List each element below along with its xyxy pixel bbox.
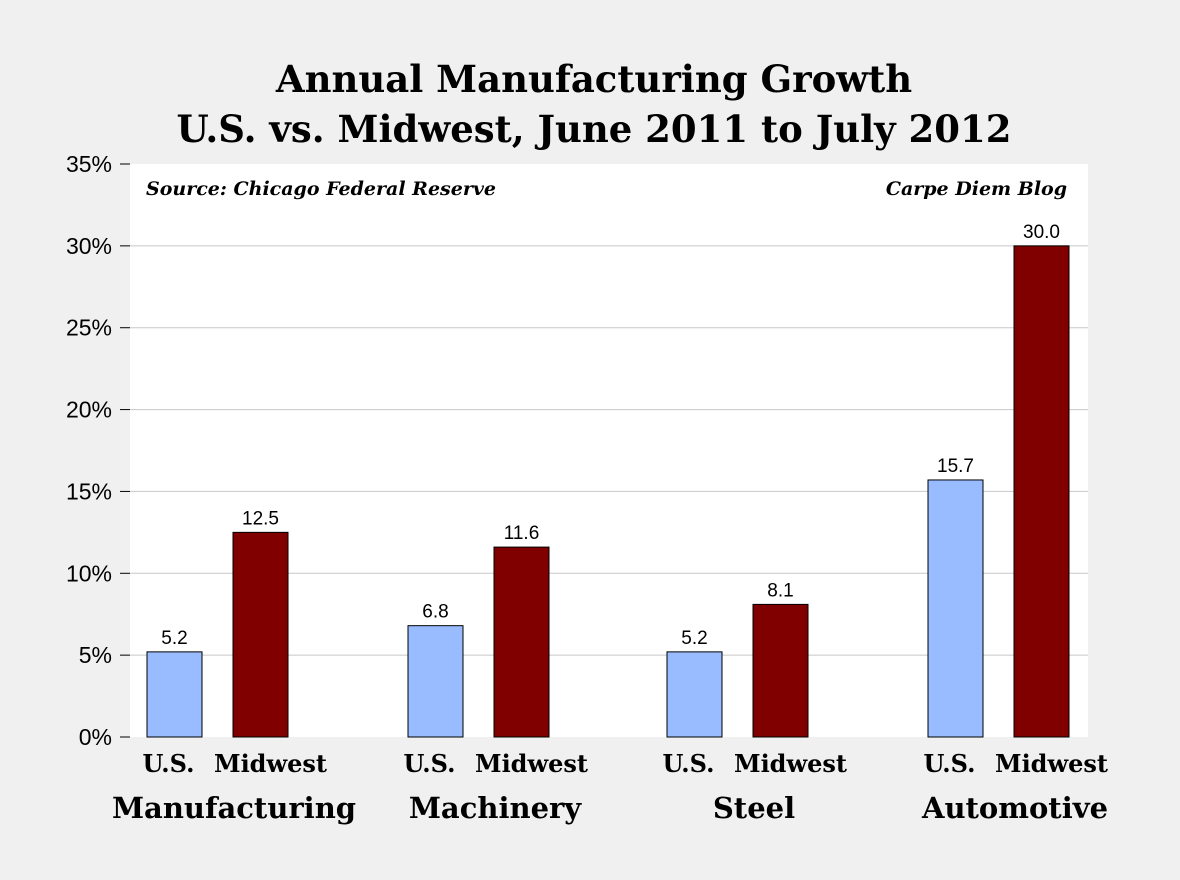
bar-us-manufacturing xyxy=(146,651,203,738)
data-label: 8.1 xyxy=(767,580,793,601)
bar-us-steel xyxy=(666,651,723,738)
y-tick-label: 20% xyxy=(66,397,112,423)
bar-midwest-steel xyxy=(752,603,809,738)
data-label: 5.2 xyxy=(681,628,707,649)
bar-midwest-manufacturing xyxy=(232,531,289,738)
series-label: Midwest xyxy=(734,749,847,778)
y-tick-label: 15% xyxy=(66,478,112,504)
series-label: U.S. xyxy=(404,749,456,778)
category-label: Steel xyxy=(713,791,795,825)
y-tick-label: 25% xyxy=(66,315,112,341)
y-tick-label: 30% xyxy=(66,233,112,259)
data-label: 30.0 xyxy=(1023,222,1060,243)
bar-midwest-machinery xyxy=(493,546,550,738)
data-label: 5.2 xyxy=(161,628,187,649)
series-label: U.S. xyxy=(924,749,976,778)
bar-midwest-automotive xyxy=(1013,245,1070,738)
data-label: 12.5 xyxy=(242,508,279,529)
y-tick-label: 5% xyxy=(79,642,112,668)
category-label: Automotive xyxy=(921,791,1108,825)
y-tick-label: 35% xyxy=(66,151,112,177)
y-tick-label: 10% xyxy=(66,560,112,586)
data-label: 6.8 xyxy=(422,602,448,623)
series-label: Midwest xyxy=(214,749,327,778)
series-label: U.S. xyxy=(143,749,195,778)
bar-us-automotive xyxy=(927,479,984,738)
series-label: Midwest xyxy=(475,749,588,778)
credit-note: Carpe Diem Blog xyxy=(886,178,1067,200)
data-label: 11.6 xyxy=(504,523,540,544)
series-label: Midwest xyxy=(995,749,1108,778)
bar-us-machinery xyxy=(407,625,464,738)
y-tick-label: 0% xyxy=(79,724,112,750)
data-label: 15.7 xyxy=(937,456,974,477)
chart-title: Annual Manufacturing Growth xyxy=(275,57,912,101)
source-note: Source: Chicago Federal Reserve xyxy=(146,178,496,200)
category-label: Manufacturing xyxy=(112,791,356,825)
category-label: Machinery xyxy=(409,791,582,825)
chart-subtitle: U.S. vs. Midwest, June 2011 to July 2012 xyxy=(176,107,1011,151)
series-label: U.S. xyxy=(663,749,715,778)
